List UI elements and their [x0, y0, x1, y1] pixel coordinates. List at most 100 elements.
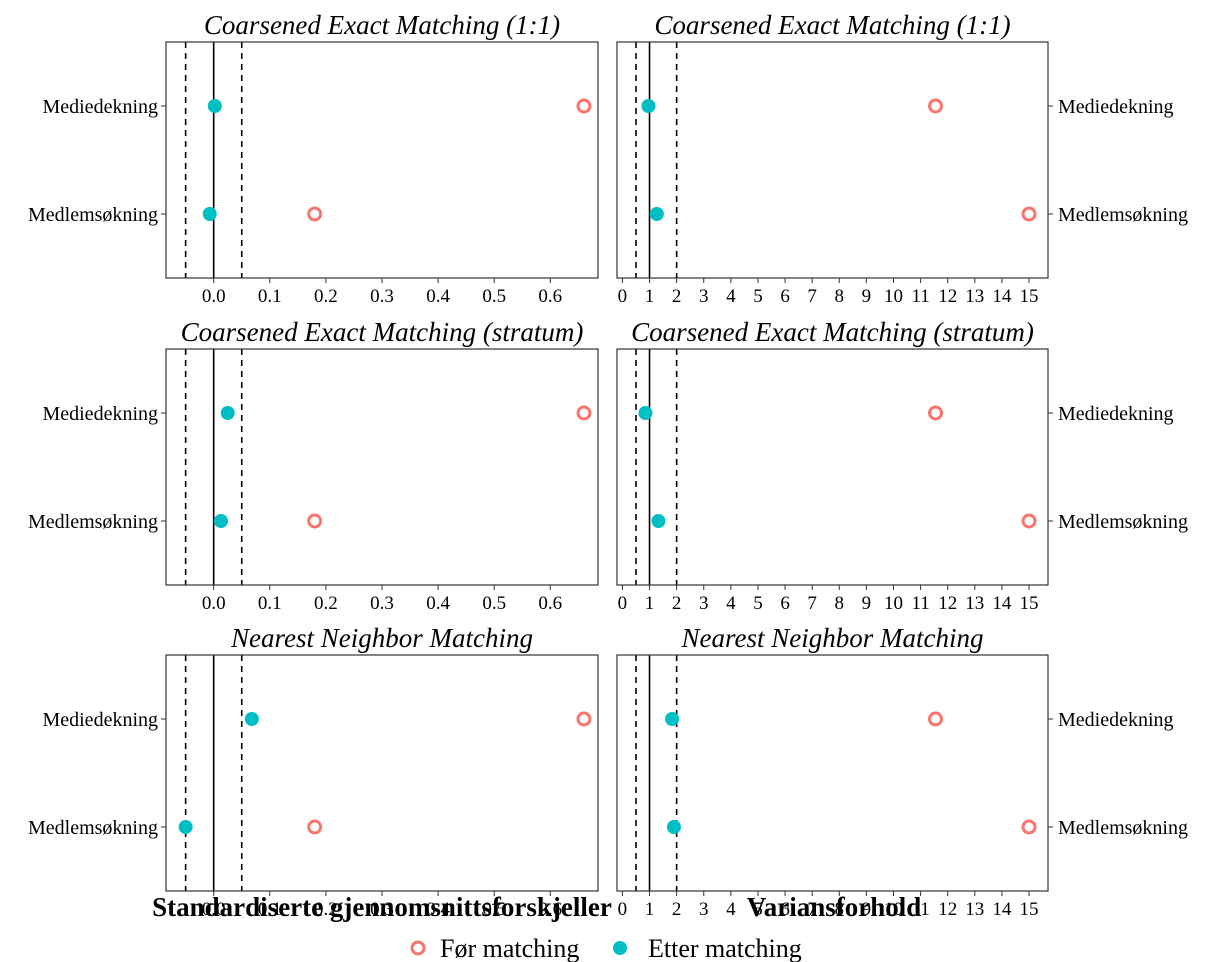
x-tick-label: 7	[807, 593, 817, 614]
x-tick-label: 11	[911, 286, 929, 307]
point-before-matching	[928, 711, 944, 727]
right-x-axis-label: Variansforhold	[747, 892, 922, 922]
x-tick-label: 0	[618, 593, 628, 614]
panel-2: Coarsened Exact Matching (1:1)0 1 2 3 4 5 6 7 8 9…	[616, 10, 1188, 307]
x-tick-label: 0.1	[258, 899, 282, 920]
x-tick-label: 0.0	[202, 899, 226, 920]
left-x-axis-label: Standardiserte gjennomsnittsforskjeller	[152, 892, 612, 922]
legend-after-label: Etter matching	[648, 934, 802, 962]
x-tick-label: 13	[965, 899, 984, 920]
x-tick-label: 13	[965, 286, 984, 307]
x-tick-label: 4	[726, 593, 736, 614]
x-tick-label: 8	[835, 286, 845, 307]
point-after-matching	[651, 514, 666, 528]
x-tick-label: 0.1	[258, 593, 282, 614]
x-tick-label: 0.1	[258, 286, 282, 307]
category-label: Mediedekning	[1058, 96, 1174, 118]
x-tick-label: 7	[807, 286, 817, 307]
x-tick-label: 6	[780, 899, 790, 920]
category-label: Mediedekning	[42, 96, 158, 118]
x-tick-label: 9	[862, 286, 872, 307]
x-tick-label: 12	[938, 286, 957, 307]
x-tick-label: 3	[699, 286, 709, 307]
x-tick-label: 0.4	[426, 899, 450, 920]
panel-title: Coarsened Exact Matching (stratum)	[631, 317, 1034, 347]
point-after-matching	[220, 406, 235, 420]
x-tick-label: 0.6	[538, 286, 562, 307]
x-tick-label: 9	[862, 899, 872, 920]
legend-before-label: Før matching	[440, 934, 579, 962]
x-tick-label: 0.4	[426, 593, 450, 614]
x-tick-label: 1	[645, 593, 655, 614]
panel-5: Nearest Neighbor Matching 0.0 0.1 0.2 0.3 0.4…	[28, 623, 599, 920]
panel-border	[616, 654, 1049, 892]
point-after-matching	[641, 99, 656, 113]
category-label: Medlemsøkning	[28, 817, 158, 839]
category-label: Medlemsøkning	[1058, 204, 1188, 226]
x-tick-label: 0.4	[426, 286, 450, 307]
point-after-matching	[244, 712, 259, 726]
x-tick-label: 14	[992, 286, 1012, 307]
x-tick-label: 0.5	[482, 593, 506, 614]
x-tick-label: 8	[835, 593, 845, 614]
panel-title: Nearest Neighbor Matching	[230, 623, 533, 653]
point-after-matching	[649, 207, 664, 221]
x-tick-label: 9	[862, 593, 872, 614]
panel-3: Coarsened Exact Matching (stratum) 0.0 0.1…	[28, 317, 599, 614]
panel-1: Coarsened Exact Matching (1:1) 0.0 0.1 0.2 0…	[28, 10, 599, 307]
x-tick-label: 0.2	[314, 899, 338, 920]
x-tick-label: 0.3	[370, 286, 394, 307]
legend: Før matching Etter matching	[410, 934, 802, 962]
panel-border	[616, 348, 1049, 586]
x-tick-label: 11	[911, 593, 929, 614]
x-tick-label: 0.5	[482, 286, 506, 307]
panel-border	[165, 348, 599, 586]
point-after-matching	[178, 820, 193, 834]
category-label: Mediedekning	[1058, 709, 1174, 731]
x-tick-label: 7	[807, 899, 817, 920]
x-tick-label: 8	[835, 899, 845, 920]
panel-title: Coarsened Exact Matching (1:1)	[204, 10, 560, 40]
x-tick-label: 3	[699, 899, 709, 920]
panel-border	[616, 41, 1049, 279]
point-before-matching	[1021, 513, 1037, 529]
x-tick-label: 12	[938, 593, 957, 614]
category-label: Mediedekning	[42, 403, 158, 425]
x-tick-label: 0.2	[314, 593, 338, 614]
point-after-matching	[665, 712, 680, 726]
category-label: Mediedekning	[1058, 403, 1174, 425]
x-tick-label: 1	[645, 899, 655, 920]
point-after-matching	[202, 207, 217, 221]
x-tick-label: 0.6	[538, 899, 562, 920]
x-tick-label: 1	[645, 286, 655, 307]
x-tick-label: 5	[753, 593, 763, 614]
x-tick-label: 2	[672, 593, 682, 614]
point-before-matching	[576, 405, 592, 421]
x-tick-label: 6	[780, 593, 790, 614]
x-tick-label: 5	[753, 899, 763, 920]
point-before-matching	[576, 711, 592, 727]
point-before-matching	[1021, 206, 1037, 222]
panel-title: Coarsened Exact Matching (stratum)	[181, 317, 584, 347]
point-before-matching	[307, 819, 323, 835]
x-tick-label: 4	[726, 286, 736, 307]
x-tick-label: 2	[672, 286, 682, 307]
x-tick-label: 10	[884, 899, 903, 920]
point-before-matching	[307, 513, 323, 529]
point-before-matching	[307, 206, 323, 222]
x-tick-label: 3	[699, 593, 709, 614]
panel-title: Coarsened Exact Matching (1:1)	[654, 10, 1010, 40]
x-tick-label: 12	[938, 899, 957, 920]
x-tick-label: 0	[618, 899, 628, 920]
x-tick-label: 13	[965, 593, 984, 614]
point-before-matching	[1021, 819, 1037, 835]
point-before-matching	[928, 405, 944, 421]
category-label: Medlemsøkning	[1058, 817, 1188, 839]
x-tick-label: 15	[1020, 899, 1039, 920]
point-after-matching	[666, 820, 681, 834]
x-tick-label: 0.0	[202, 593, 226, 614]
category-label: Mediedekning	[42, 709, 158, 731]
x-tick-label: 0.2	[314, 286, 338, 307]
